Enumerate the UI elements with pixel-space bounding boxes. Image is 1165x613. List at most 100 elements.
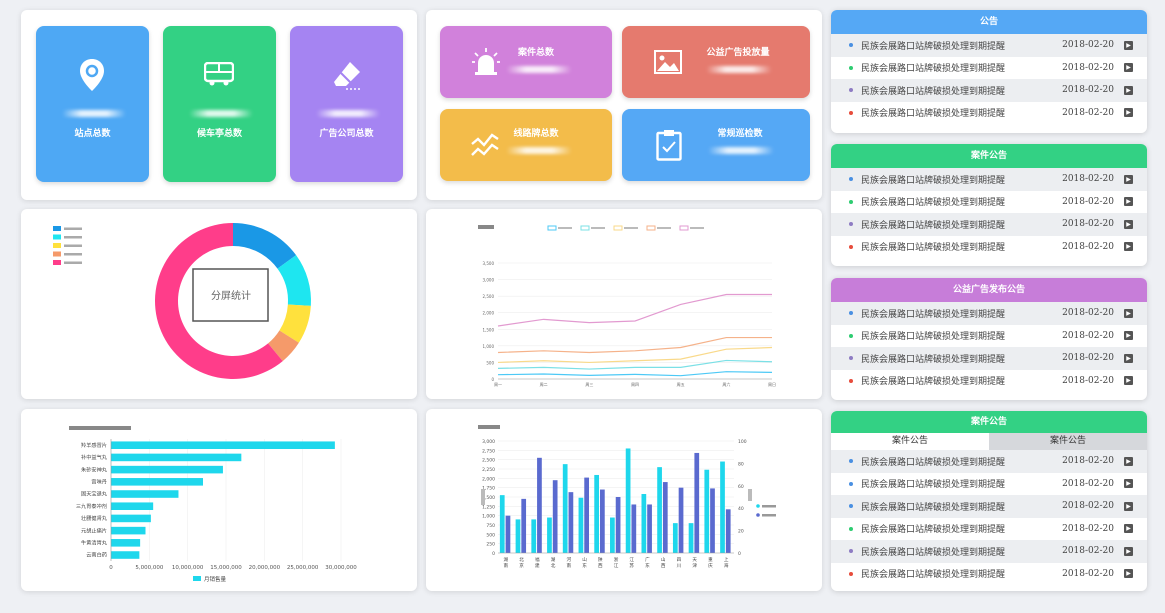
site-total-tile[interactable]: 站点总数 [36, 26, 149, 182]
y-tick-label: 宫味丹 [91, 478, 107, 486]
x-tick-label: 30,000,000 [325, 565, 357, 571]
line-chart-panel: 0 500 1,000 1,500 2,000 2,500 3,000 3,500 周一 周二 周三… [426, 209, 822, 399]
arrow-right-icon[interactable]: ▶ [1124, 63, 1133, 73]
vbar [662, 482, 668, 553]
donut-chart: 分屏统计 [53, 223, 312, 379]
line-series [497, 336, 772, 354]
bullet-dot-icon [849, 526, 853, 531]
arrow-right-icon[interactable]: ▶ [1124, 174, 1133, 184]
arrow-right-icon[interactable]: ▶ [1124, 331, 1133, 341]
notice-row[interactable]: 民族会展路口站牌破损处理到期提醒 2018-02-20 ▶ [831, 325, 1147, 348]
case-total-tile[interactable]: 案件总数 [440, 26, 612, 98]
notice-row[interactable]: 民族会展路口站牌破损处理到期提醒 2018-02-20 ▶ [831, 495, 1147, 518]
vbar [562, 464, 568, 553]
vbar [710, 488, 715, 553]
arrow-right-icon[interactable]: ▶ [1124, 569, 1133, 579]
y-tick-label: 1,750 [482, 486, 495, 492]
x-tick-label: 北 [519, 556, 524, 563]
vbar [600, 489, 605, 553]
ad-company-total-tile[interactable]: 广告公司总数 [290, 26, 403, 182]
notice-date: 2018-02-20 [1062, 330, 1114, 341]
legend-text-blur [762, 505, 776, 508]
vbar [672, 523, 678, 553]
notice-row[interactable]: 民族会展路口站牌破损处理到期提醒 2018-02-20 ▶ [831, 57, 1147, 80]
legend-text-blur [558, 227, 572, 229]
arrow-right-icon[interactable]: ▶ [1124, 242, 1133, 252]
x-tick-label: 0 [109, 565, 113, 571]
y-tick-label: 0 [491, 377, 494, 382]
routine-patrol-tile[interactable]: 常规巡检数 [622, 109, 810, 181]
arrow-right-icon[interactable]: ▶ [1124, 376, 1133, 386]
notice-row[interactable]: 民族会展路口站牌破损处理到期提醒 2018-02-20 ▶ [831, 168, 1147, 191]
notice-row[interactable]: 民族会展路口站牌破损处理到期提醒 2018-02-20 ▶ [831, 518, 1147, 541]
vbar [578, 497, 584, 553]
notice-text: 民族会展路口站牌破损处理到期提醒 [861, 570, 1006, 581]
notice-row[interactable]: 民族会展路口站牌破损处理到期提醒 2018-02-20 ▶ [831, 302, 1147, 325]
notice-date: 2018-02-20 [1062, 40, 1114, 51]
vbar [625, 448, 631, 553]
notice-row[interactable]: 民族会展路口站牌破损处理到期提醒 2018-02-20 ▶ [831, 34, 1147, 57]
x-tick-label: 江 [629, 556, 634, 563]
legend-text-blur [762, 514, 776, 517]
public-ad-count-tile[interactable]: 公益广告投放量 [622, 26, 810, 98]
notice-row[interactable]: 民族会展路口站牌破损处理到期提醒 2018-02-20 ▶ [831, 102, 1147, 125]
chart-title-blur [478, 425, 500, 429]
notice-row[interactable]: 民族会展路口站牌破损处理到期提醒 2018-02-20 ▶ [831, 450, 1147, 473]
notice-row[interactable]: 民族会展路口站牌破损处理到期提醒 2018-02-20 ▶ [831, 540, 1147, 563]
arrow-right-icon[interactable]: ▶ [1124, 40, 1133, 50]
vbar [720, 461, 725, 553]
stats-panel-left: 站点总数 候车亭总数 广告公司总数 [21, 10, 417, 200]
vbar [610, 517, 615, 553]
shelter-total-tile[interactable]: 候车亭总数 [163, 26, 276, 182]
x-tick-label: 北 [551, 562, 556, 569]
chart-title-blur [69, 426, 131, 430]
notice-list: 民族会展路口站牌破损处理到期提醒 2018-02-20 ▶ 民族会展路口站牌破损处理到… [831, 168, 1147, 258]
x-tick-label: 5,000,000 [135, 565, 163, 571]
notice-date: 2018-02-20 [1062, 456, 1114, 467]
legend-swatch [53, 260, 61, 265]
arrow-right-icon[interactable]: ▶ [1124, 108, 1133, 118]
arrow-right-icon[interactable]: ▶ [1124, 308, 1133, 318]
hbar [111, 514, 151, 523]
notice-row[interactable]: 民族会展路口站牌破损处理到期提醒 2018-02-20 ▶ [831, 79, 1147, 102]
tab-cases-inactive[interactable]: 案件公告 [989, 433, 1147, 450]
route-sign-total-tile[interactable]: 线路牌总数 [440, 109, 612, 181]
y-tick-label: 2,750 [482, 448, 495, 454]
notice-panel-cases: 案件公告 民族会展路口站牌破损处理到期提醒 2018-02-20 ▶ 民族会展路口站牌… [831, 144, 1147, 266]
vbar [568, 492, 574, 553]
donut-center-box [192, 268, 269, 322]
vbar [537, 457, 542, 553]
y-tick-label: 250 [486, 542, 495, 548]
arrow-right-icon[interactable]: ▶ [1124, 524, 1133, 534]
arrow-right-icon[interactable]: ▶ [1124, 501, 1133, 511]
notice-row[interactable]: 民族会展路口站牌破损处理到期提醒 2018-02-20 ▶ [831, 191, 1147, 214]
arrow-right-icon[interactable]: ▶ [1124, 456, 1133, 466]
tab-cases-active[interactable]: 案件公告 [831, 433, 989, 450]
donut-chart-panel: 分屏统计 [21, 209, 417, 399]
x-tick-label: 25,000,000 [287, 565, 319, 571]
notice-row[interactable]: 民族会展路口站牌破损处理到期提醒 2018-02-20 ▶ [831, 563, 1147, 586]
arrow-right-icon[interactable]: ▶ [1124, 85, 1133, 95]
legend-swatch [646, 225, 656, 231]
shelter-total-label: 候车亭总数 [196, 129, 242, 139]
arrow-right-icon[interactable]: ▶ [1124, 353, 1133, 363]
notice-row[interactable]: 民族会展路口站牌破损处理到期提醒 2018-02-20 ▶ [831, 347, 1147, 370]
notice-row[interactable]: 民族会展路口站牌破损处理到期提醒 2018-02-20 ▶ [831, 213, 1147, 236]
notice-header: 公益广告发布公告 [831, 278, 1147, 302]
notice-row[interactable]: 民族会展路口站牌破损处理到期提醒 2018-02-20 ▶ [831, 370, 1147, 393]
x-tick-label: 南 [566, 562, 571, 569]
arrow-right-icon[interactable]: ▶ [1124, 219, 1133, 229]
x-tick-label: 江 [614, 562, 619, 569]
notice-header: 案件公告 [831, 411, 1147, 433]
arrow-right-icon[interactable]: ▶ [1124, 479, 1133, 489]
x-tick-label: 重 [708, 556, 713, 563]
vbar [694, 452, 700, 553]
bullet-dot-icon [849, 333, 853, 338]
y-tick-label: 牛黄清胃丸 [81, 539, 108, 547]
arrow-right-icon[interactable]: ▶ [1124, 197, 1133, 207]
arrow-right-icon[interactable]: ▶ [1124, 546, 1133, 556]
notice-row[interactable]: 民族会展路口站牌破损处理到期提醒 2018-02-20 ▶ [831, 473, 1147, 496]
vbar [688, 523, 694, 553]
notice-row[interactable]: 民族会展路口站牌破损处理到期提醒 2018-02-20 ▶ [831, 236, 1147, 259]
x-tick-label: 周四 [631, 381, 639, 387]
